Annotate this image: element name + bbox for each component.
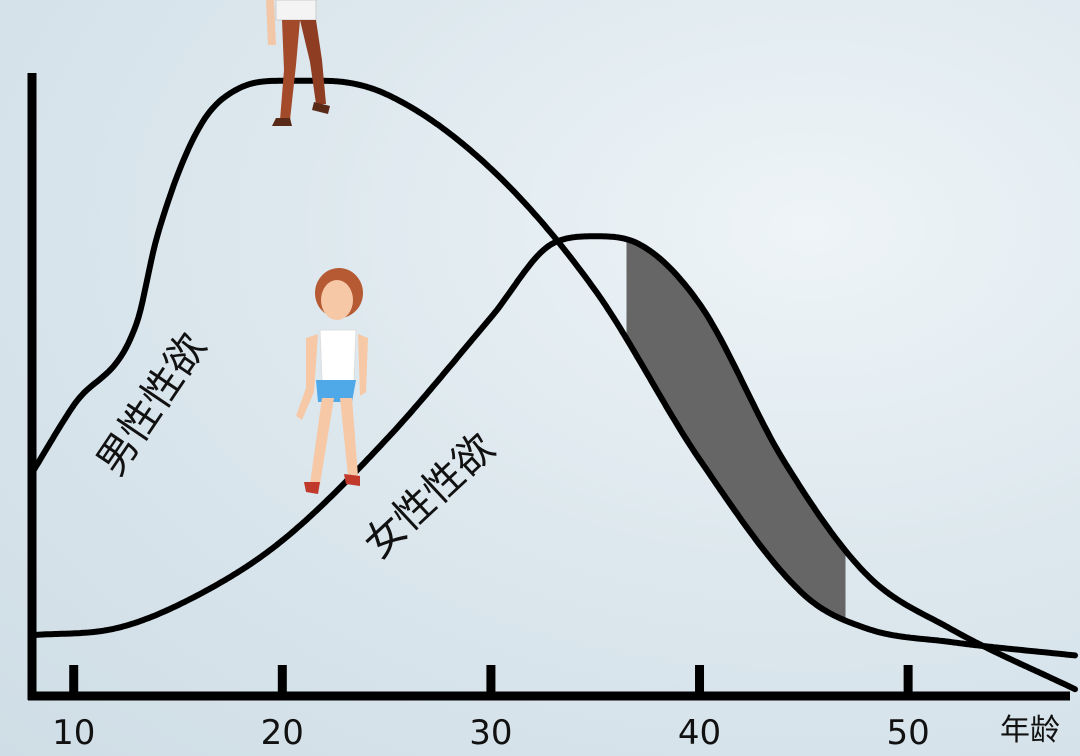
curve-layer (29, 77, 1078, 693)
overlap-shaded-area (626, 239, 846, 621)
x-tick-label-40: 40 (678, 713, 721, 753)
tick-layer: 10 20 30 40 50 (52, 665, 930, 753)
axis-layer (27, 73, 1070, 701)
man-figure (266, 0, 330, 126)
male-desire-curve (29, 77, 1078, 659)
x-tick-label-20: 20 (261, 713, 304, 753)
shaded-region-layer (626, 239, 846, 621)
female-desire-curve (29, 233, 1078, 693)
x-tick-label-50: 50 (886, 713, 929, 753)
woman-figure (296, 268, 368, 494)
x-axis-label: 年龄 (1000, 713, 1060, 748)
x-tick-label-30: 30 (469, 713, 512, 753)
series-label-male: 男性性欲 (88, 325, 216, 483)
x-tick-label-10: 10 (52, 713, 95, 753)
